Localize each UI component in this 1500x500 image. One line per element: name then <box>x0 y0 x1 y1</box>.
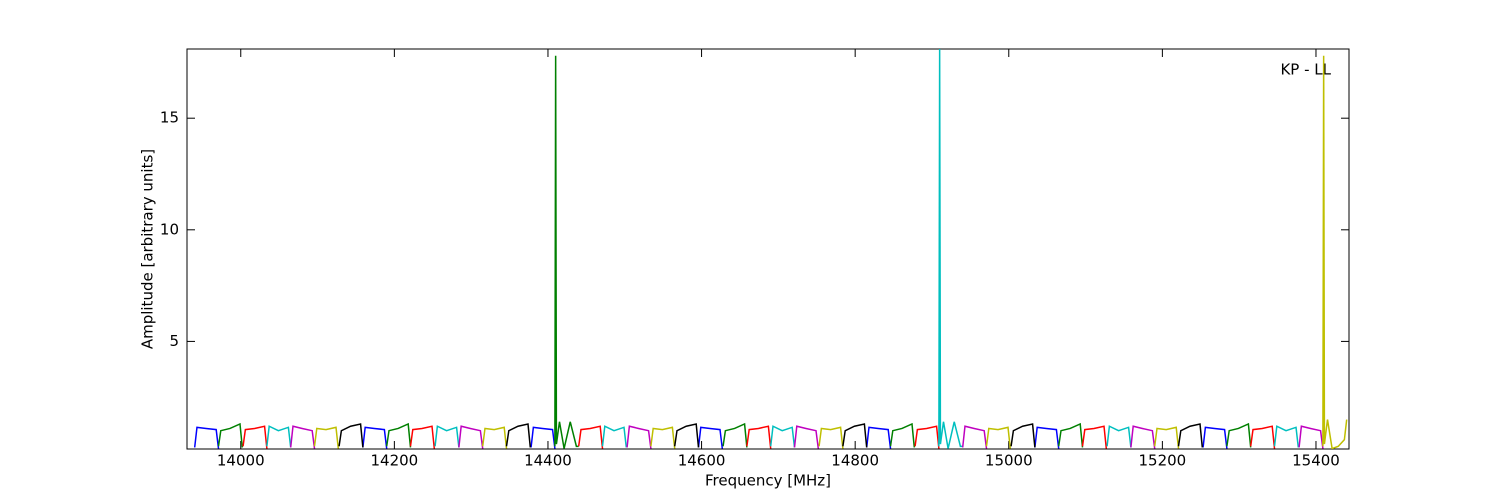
data-line <box>289 425 1324 449</box>
x-tick-label: 15400 <box>1292 452 1340 470</box>
y-tick-label: 15 <box>160 109 179 127</box>
x-tick-label: 14600 <box>678 452 726 470</box>
plot-frame <box>186 48 1350 450</box>
data-line <box>193 426 1228 449</box>
x-tick-label: 14800 <box>831 452 879 470</box>
data-line <box>266 49 1300 449</box>
y-axis-label: Amplitude [arbitrary units] <box>139 149 157 349</box>
data-line <box>313 55 1348 449</box>
x-tick-label: 15000 <box>985 452 1033 470</box>
annotation: KP - LL <box>1280 61 1331 79</box>
x-tick-label: 15200 <box>1139 452 1187 470</box>
x-axis-label: Frequency [MHz] <box>705 472 831 490</box>
x-tick-label: 14200 <box>371 452 419 470</box>
x-tick-label: 14000 <box>217 452 265 470</box>
data-line <box>338 423 1204 448</box>
data-line <box>242 425 1276 449</box>
x-tick-label: 14400 <box>524 452 572 470</box>
y-tick-label: 10 <box>160 220 179 238</box>
data-line <box>217 55 1252 449</box>
y-tick-label: 5 <box>169 332 179 350</box>
